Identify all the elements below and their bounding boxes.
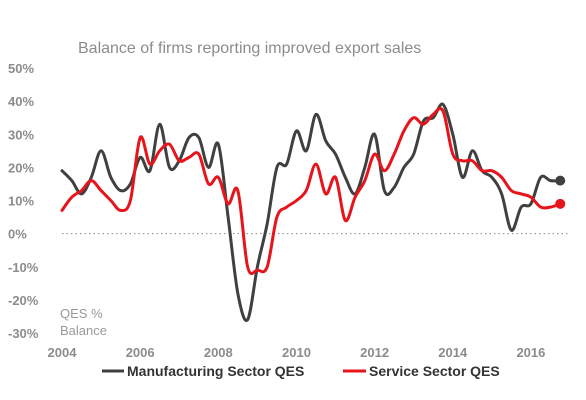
x-axis: 2004 2006 2008 2010 2012 2014 2016 xyxy=(48,345,546,360)
y-tick-label: 10% xyxy=(8,194,34,209)
y-tick-label: 40% xyxy=(8,94,34,109)
x-tick-label: 2010 xyxy=(282,345,311,360)
unit-label-line-2: Balance xyxy=(60,323,107,338)
x-tick-label: 2012 xyxy=(360,345,389,360)
x-tick-label: 2004 xyxy=(48,345,78,360)
y-tick-label: -10% xyxy=(8,260,39,275)
series-end-marker-service xyxy=(555,198,566,209)
x-tick-label: 2014 xyxy=(438,345,468,360)
y-tick-label: 50% xyxy=(8,61,34,76)
unit-label-line-1: QES % xyxy=(60,306,103,321)
x-tick-label: 2008 xyxy=(204,345,233,360)
y-tick-label: -20% xyxy=(8,293,39,308)
y-tick-label: 30% xyxy=(8,127,34,142)
chart-title: Balance of firms reporting improved expo… xyxy=(78,40,421,57)
y-tick-label: 20% xyxy=(8,160,34,175)
legend-label-service: Service Sector QES xyxy=(369,363,500,379)
series-line-service xyxy=(60,106,562,276)
legend: Manufacturing Sector QES Service Sector … xyxy=(102,363,500,379)
y-tick-label: -30% xyxy=(8,326,39,341)
x-tick-label: 2016 xyxy=(516,345,545,360)
series-end-marker-manufacturing xyxy=(555,175,566,186)
series-line-manufacturing xyxy=(60,102,562,323)
series-group xyxy=(60,102,566,323)
y-tick-label: 0% xyxy=(8,227,27,242)
legend-label-manufacturing: Manufacturing Sector QES xyxy=(127,363,304,379)
x-tick-label: 2006 xyxy=(126,345,155,360)
y-axis: -30% -20% -10% 0% 10% 20% 30% 40% 50% xyxy=(8,61,39,341)
